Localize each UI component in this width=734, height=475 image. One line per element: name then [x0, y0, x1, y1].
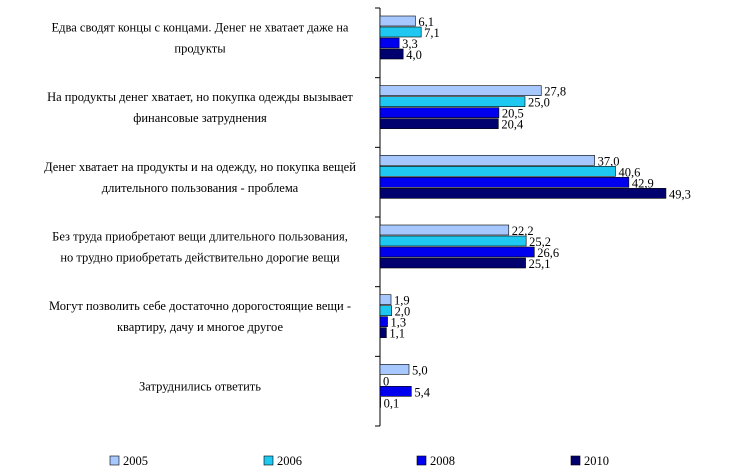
category-label: но трудно приобретать действительно доро… — [60, 251, 340, 265]
data-label: 40,6 — [618, 165, 640, 179]
data-label: 1,3 — [391, 316, 407, 330]
bar-2005 — [379, 85, 542, 96]
category-label: длительного пользования - проблема — [102, 181, 299, 195]
bar-2008 — [379, 246, 535, 258]
data-label: 26,6 — [537, 246, 559, 260]
data-label: 27,8 — [544, 85, 566, 99]
bar-2006 — [379, 166, 616, 177]
data-label: 6,1 — [418, 15, 434, 29]
bar-2005 — [379, 155, 595, 166]
data-label: 22,2 — [512, 224, 534, 238]
legend-label: 2008 — [430, 454, 455, 468]
category-label: Могут позволить себе достаточно дорогост… — [49, 299, 351, 313]
data-label: 5,0 — [412, 363, 428, 377]
data-label: 42,9 — [632, 176, 654, 190]
bar-2005 — [379, 224, 510, 236]
legend-label: 2006 — [277, 454, 302, 468]
bar-2005 — [379, 364, 410, 375]
bar-2006 — [379, 96, 526, 107]
data-label: 25,0 — [528, 96, 550, 110]
bar-2010 — [379, 48, 404, 60]
data-label: 1,9 — [394, 294, 410, 308]
data-label: 7,1 — [424, 26, 440, 40]
bar-2010 — [379, 397, 381, 408]
category-label: Без труда приобретают вещи длительного п… — [52, 230, 348, 244]
legend-label: 2005 — [123, 454, 148, 468]
legend-label: 2010 — [584, 454, 609, 468]
legend-swatch-2008 — [416, 455, 427, 466]
data-label: 49,3 — [669, 187, 691, 201]
bar-2006 — [379, 235, 527, 247]
data-label: 3,3 — [402, 37, 418, 51]
legend-swatch-2005 — [109, 455, 120, 466]
data-label: 0,1 — [384, 396, 400, 410]
bar-2008 — [379, 107, 500, 118]
bar-2008 — [379, 386, 412, 397]
legend-swatch-2006 — [263, 455, 274, 466]
category-label: квартиру, дачу и многое другое — [117, 320, 283, 334]
data-label: 25,2 — [529, 235, 551, 249]
bar-2006 — [379, 26, 422, 38]
data-label: 5,4 — [414, 385, 430, 399]
category-label: Затруднились ответить — [139, 379, 261, 393]
plot-area: Едва сводят концы с концами. Денег не хв… — [44, 7, 691, 427]
data-label: 25,1 — [529, 257, 551, 271]
data-label: 2,0 — [395, 305, 411, 319]
data-label: 0 — [383, 374, 389, 388]
data-label: 37,0 — [598, 154, 620, 168]
bar-2008 — [379, 37, 400, 49]
bar-2006 — [379, 305, 392, 316]
data-label: 4,0 — [406, 48, 422, 62]
bar-2010 — [379, 327, 387, 338]
category-label: Едва сводят концы с концами. Денег не хв… — [52, 21, 349, 35]
bar-2008 — [379, 316, 388, 327]
category-label: Денег хватает на продукты и на одежду, н… — [44, 160, 356, 174]
bar-2010 — [379, 118, 499, 129]
category-label: продукты — [174, 42, 226, 56]
bar-2005 — [379, 294, 392, 305]
bar-2005 — [379, 15, 416, 27]
bar-2010 — [379, 188, 667, 199]
data-label: 20,4 — [501, 118, 524, 132]
category-label: На продукты денег хватает, но покупка од… — [47, 90, 353, 104]
data-label: 1,1 — [389, 327, 405, 341]
data-label: 20,5 — [502, 107, 524, 121]
category-label: финансовые затруднения — [133, 111, 267, 125]
bar-2008 — [379, 177, 630, 188]
legend-swatch-2010 — [570, 455, 581, 466]
legend: 2005 2006 2008 2010 — [109, 454, 609, 468]
bar-2010 — [379, 257, 526, 269]
